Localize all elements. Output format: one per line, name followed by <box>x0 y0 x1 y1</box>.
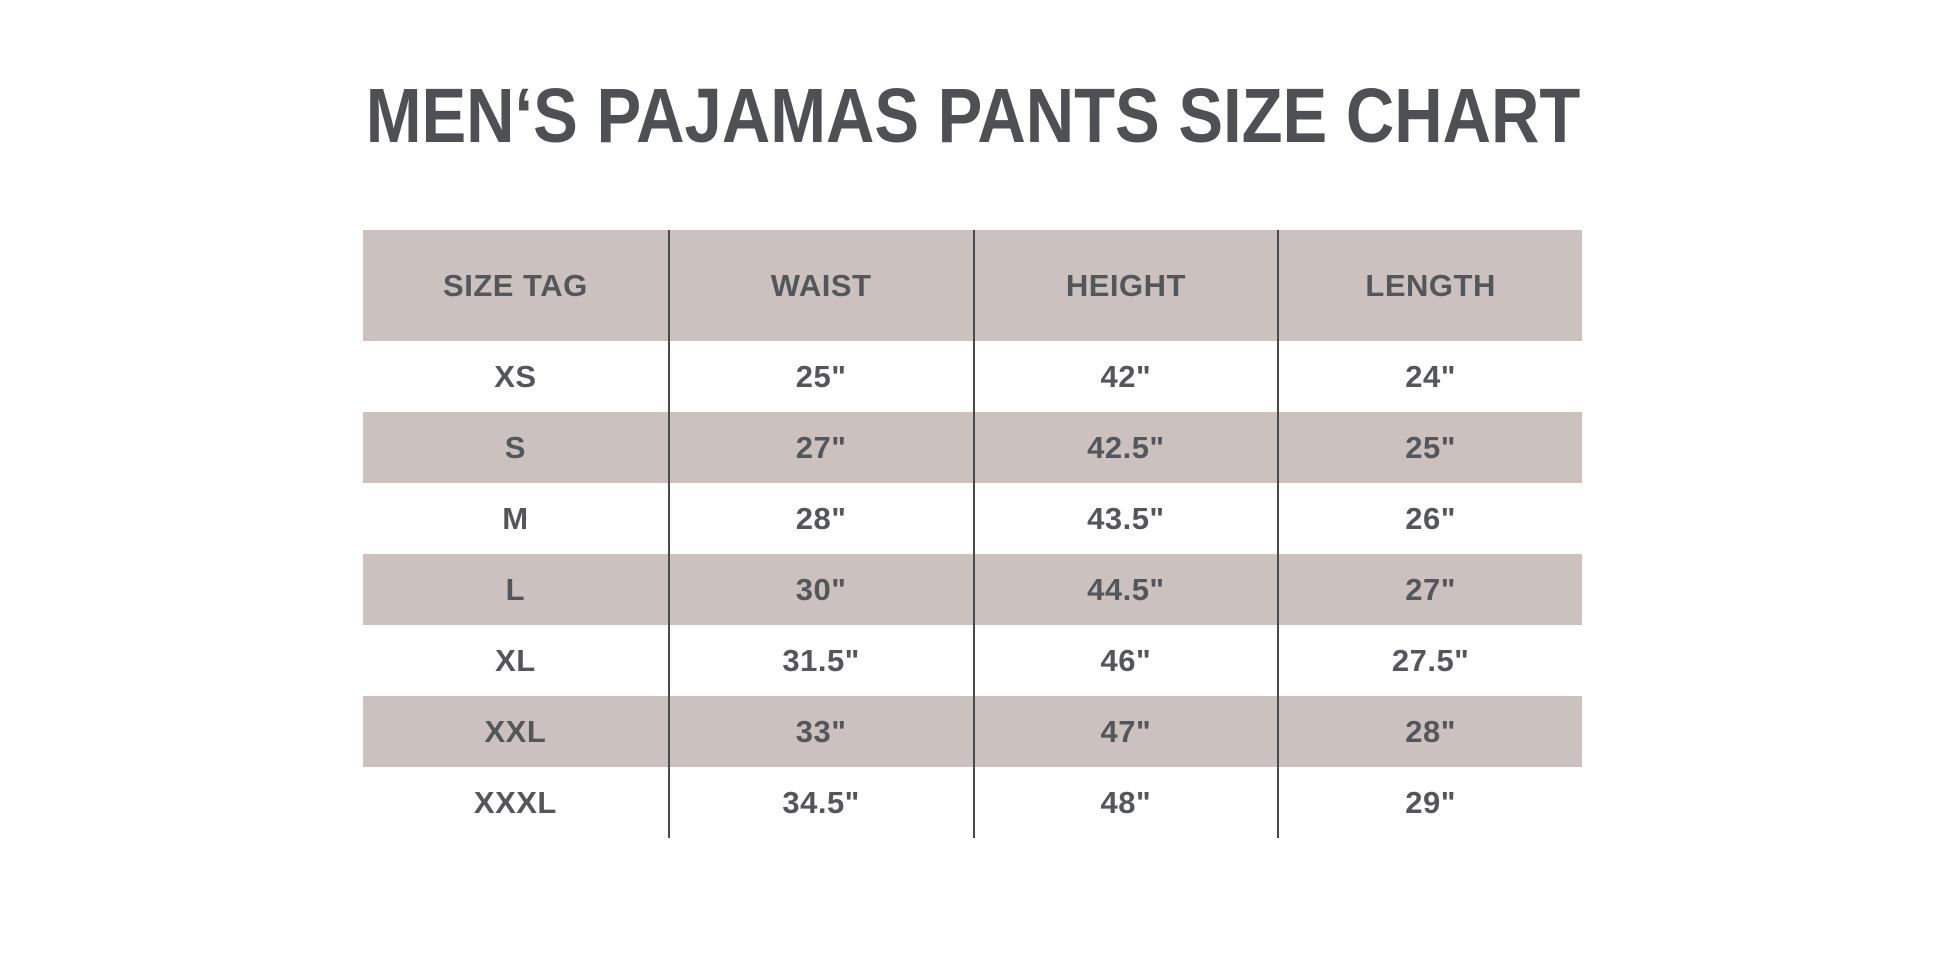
size-tag-cell: XS <box>494 358 537 394</box>
length-cell: 25" <box>1277 412 1582 483</box>
size-tag-cell: L <box>505 571 526 607</box>
height-cell: 48" <box>972 767 1278 838</box>
table-row: XL 31.5" 46" 27.5" <box>363 625 1582 696</box>
size-tag-cell: XXL <box>484 713 547 749</box>
length-cell: 26" <box>1277 483 1582 554</box>
size-tag-cell: XL <box>495 642 536 678</box>
height-cell: 43.5" <box>972 483 1278 554</box>
waist-cell: 33" <box>667 696 973 767</box>
waist-cell: 28" <box>667 483 973 554</box>
size-tag-cell: S <box>504 429 526 465</box>
length-cell: 27.5" <box>1277 625 1582 696</box>
waist-cell: 30" <box>667 554 973 625</box>
table-row: XS 25" 42" 24" <box>363 341 1582 412</box>
table-header-row: SIZE TAG WAIST HEIGHT LENGTH <box>363 230 1582 341</box>
size-tag-cell: M <box>502 500 529 536</box>
waist-cell: 34.5" <box>667 767 973 838</box>
length-cell: 27" <box>1277 554 1582 625</box>
column-header-size-tag: SIZE TAG <box>443 267 588 303</box>
table-body: XS 25" 42" 24" S 27" 42.5" 25" M 28" 43.… <box>363 341 1582 838</box>
column-header-waist: WAIST <box>667 230 973 341</box>
size-tag-cell: XXXL <box>473 784 557 820</box>
table-row: S 27" 42.5" 25" <box>363 412 1582 483</box>
column-header-length: LENGTH <box>1277 230 1582 341</box>
length-cell: 24" <box>1277 341 1582 412</box>
waist-cell: 31.5" <box>667 625 973 696</box>
size-chart-table: SIZE TAG WAIST HEIGHT LENGTH XS 25" 42" … <box>363 230 1582 838</box>
table-row: L 30" 44.5" 27" <box>363 554 1582 625</box>
waist-cell: 25" <box>667 341 973 412</box>
height-cell: 47" <box>972 696 1278 767</box>
height-cell: 42" <box>972 341 1278 412</box>
table-row: XXXL 34.5" 48" 29" <box>363 767 1582 838</box>
table-row: XXL 33" 47" 28" <box>363 696 1582 767</box>
height-cell: 44.5" <box>972 554 1278 625</box>
table-row: M 28" 43.5" 26" <box>363 483 1582 554</box>
page-title: MEN‘S PAJAMAS PANTS SIZE CHART <box>365 73 1581 159</box>
waist-cell: 27" <box>667 412 973 483</box>
height-cell: 46" <box>972 625 1278 696</box>
column-header-height: HEIGHT <box>972 230 1278 341</box>
length-cell: 28" <box>1277 696 1582 767</box>
length-cell: 29" <box>1277 767 1582 838</box>
height-cell: 42.5" <box>972 412 1278 483</box>
